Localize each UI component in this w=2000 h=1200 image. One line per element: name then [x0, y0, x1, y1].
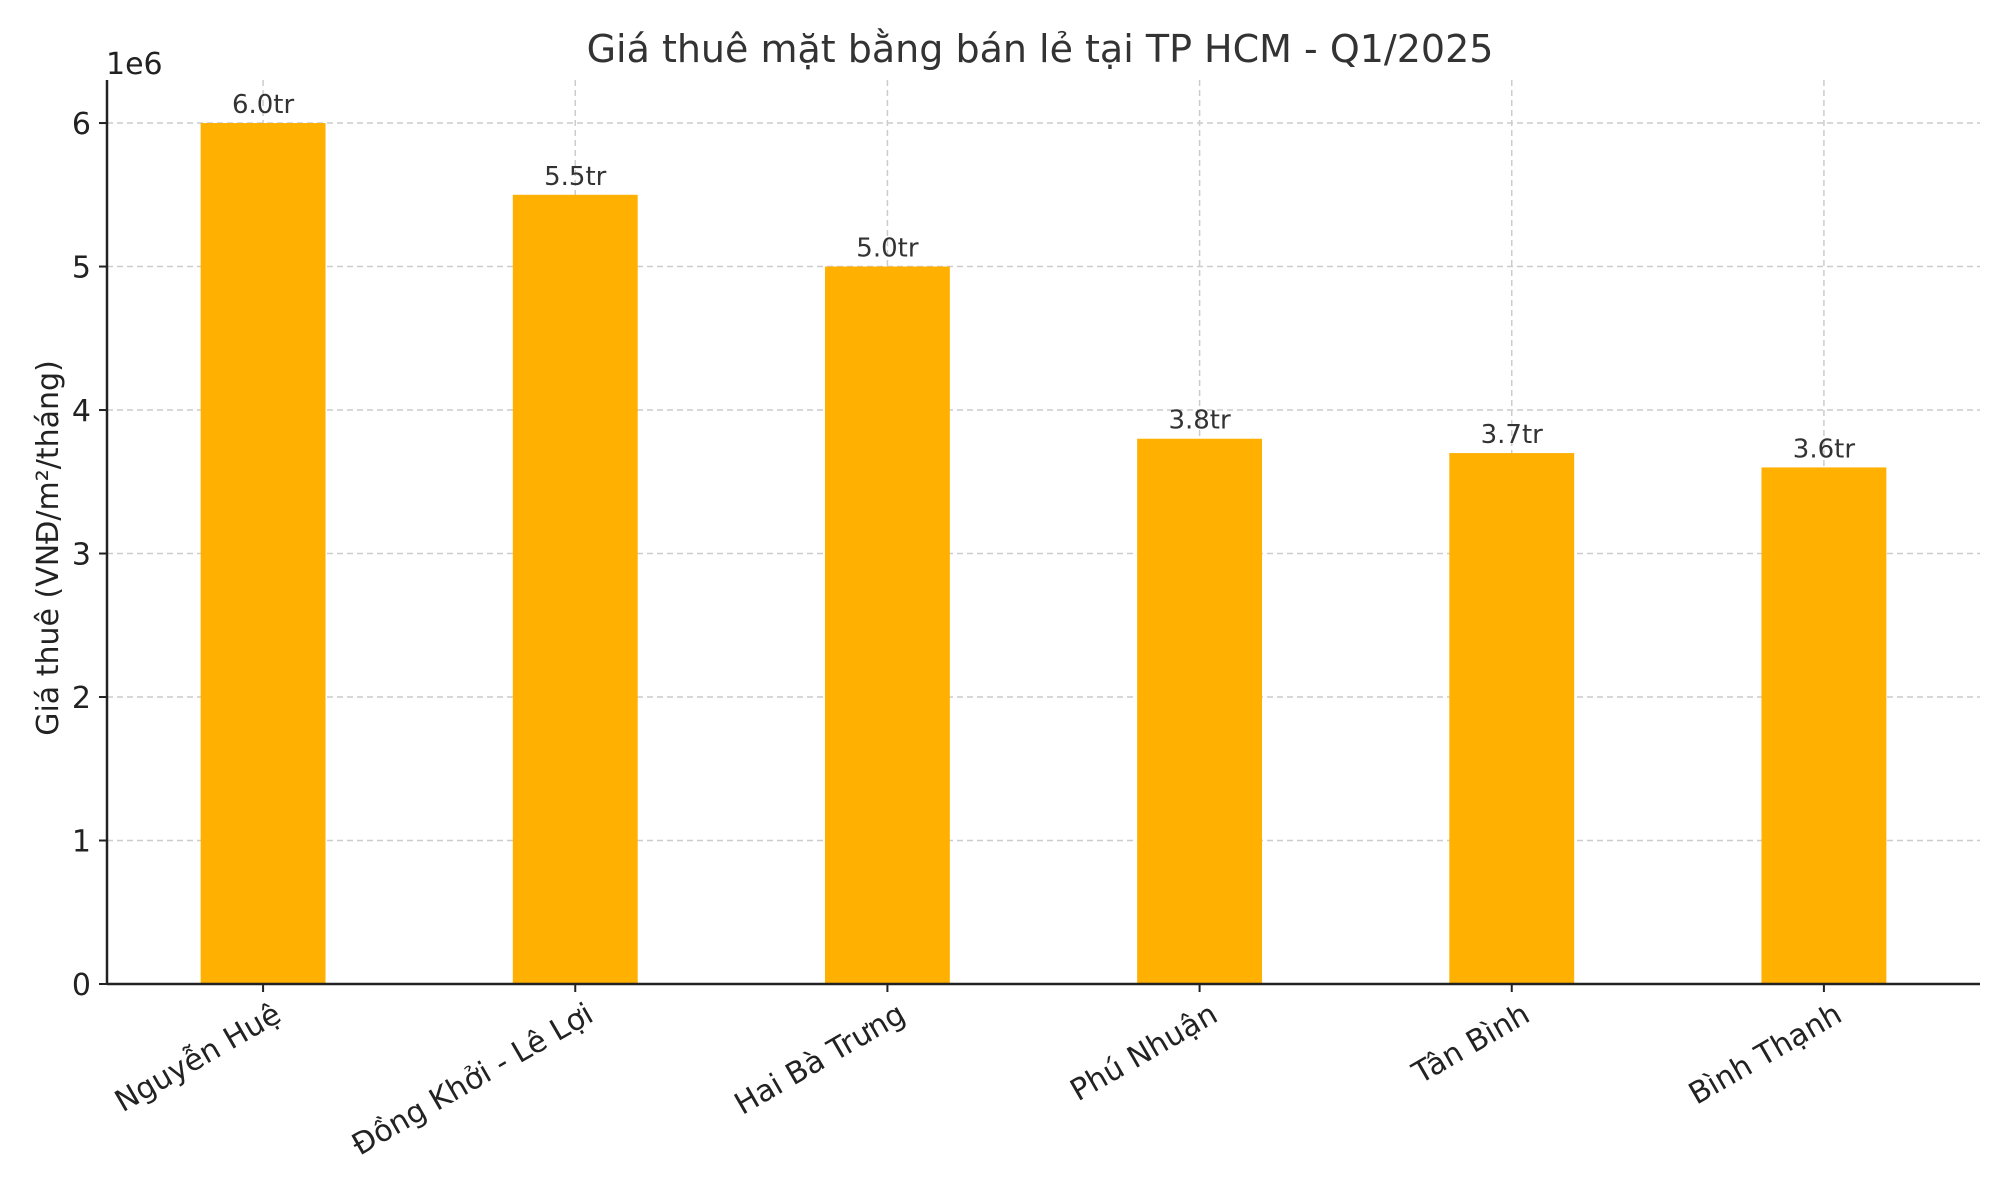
y-axis-title: Giá thuê (VNĐ/m²/tháng): [31, 360, 66, 736]
axes-layer: [99, 80, 1980, 992]
bar: [1761, 467, 1887, 984]
chart-title: Giá thuê mặt bằng bán lẻ tại TP HCM - Q1…: [587, 27, 1494, 71]
y-tick-label: 3: [72, 538, 91, 573]
bar-value-label: 6.0tr: [232, 90, 295, 120]
x-tick-label: Nguyễn Huệ: [109, 997, 287, 1120]
bar-value-label: 3.8tr: [1168, 406, 1231, 436]
y-tick-label: 1: [72, 825, 91, 860]
labels-layer: 0 1 2 3 4 5 6 6.0tr Nguyễn Huệ 5.5tr Đồng Khởi - L…: [72, 90, 1855, 1163]
bar: [824, 266, 950, 984]
bars-layer: [200, 123, 1887, 985]
x-tick-label: Hai Bà Trưng: [729, 997, 912, 1123]
bar: [1449, 453, 1575, 985]
x-tick-label: Đồng Khởi - Lê Lợi: [346, 997, 599, 1163]
bar: [512, 194, 638, 985]
bar: [1137, 438, 1263, 984]
y-tick-label: 6: [72, 107, 91, 142]
bar: [200, 123, 326, 985]
grid-layer: [107, 80, 1980, 985]
y-tick-label: 4: [72, 394, 91, 429]
y-tick-label: 0: [72, 968, 91, 1003]
x-tick-label: Tân Bình: [1406, 997, 1536, 1092]
bar-value-label: 5.5tr: [544, 162, 607, 192]
x-tick-label: Bình Thạnh: [1683, 997, 1848, 1112]
bar-value-label: 3.6tr: [1793, 434, 1856, 464]
y-axis-offset-label: 1e6: [106, 47, 163, 82]
y-tick-label: 5: [72, 251, 91, 286]
y-tick-label: 2: [72, 681, 91, 716]
bar-value-label: 3.7tr: [1481, 420, 1544, 450]
bar-value-label: 5.0tr: [856, 234, 919, 264]
x-tick-label: Phú Nhuận: [1064, 997, 1223, 1109]
